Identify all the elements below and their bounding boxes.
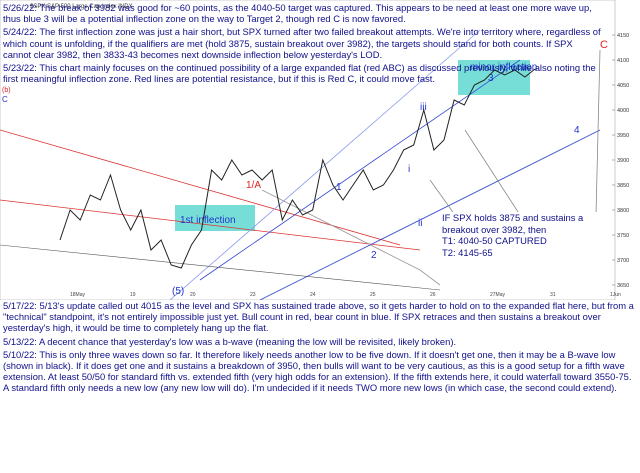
box-line: T2: 4145-65	[442, 246, 493, 258]
resistance-line	[0, 199, 421, 251]
x-tick-label: 1Jun	[610, 292, 621, 298]
x-tick-label: 23	[250, 292, 256, 298]
wave-label: iii	[420, 102, 427, 113]
y-tick-label: 3800	[617, 208, 629, 214]
chart-header: $SPX S&P 500 Large Cap Index INDX	[30, 4, 133, 10]
wave-label: (5)	[172, 286, 184, 297]
projection	[261, 189, 441, 286]
y-tick-label: 3950	[617, 133, 629, 139]
wave-label: C	[600, 39, 608, 51]
targets-box: IF SPX holds 3875 and sustains a breakou…	[442, 212, 612, 258]
chart: $SPX S&P 500 Large Cap Index INDX minor …	[0, 0, 629, 300]
zone-label: 3	[488, 73, 494, 84]
note: 5/24/22: The first inflection zone was j…	[3, 26, 601, 60]
x-tick-label: 19	[130, 292, 136, 298]
zone-label: minor inflection	[470, 62, 537, 73]
x-tick-label: 27May	[490, 292, 506, 298]
pointer	[429, 179, 456, 216]
first-inflection-zone	[175, 205, 255, 231]
note: 5/10/22: This is only three waves down s…	[3, 348, 632, 394]
box-line: IF SPX holds 3875 and sustains a breakou…	[442, 212, 584, 235]
note: 5/23/22: This chart mainly focuses on th…	[3, 62, 596, 85]
box-line: T1: 4040-50 CAPTURED	[442, 235, 547, 246]
wave-label: 1	[336, 182, 342, 193]
wave-label: i	[408, 164, 410, 175]
x-tick-label: 25	[370, 292, 376, 298]
wave-label: 2	[371, 250, 377, 261]
x-tick-label: 24	[310, 292, 316, 298]
wave-label: 1/A	[246, 180, 261, 191]
wave-label: 4	[574, 125, 580, 136]
y-tick-label: 4050	[617, 83, 629, 89]
wave-label: C	[2, 95, 8, 104]
note: 5/26/22: The break of 3982 was good for …	[3, 2, 592, 25]
channel-line	[259, 129, 601, 300]
y-tick-label: 3850	[617, 183, 629, 189]
price-line	[59, 68, 536, 269]
y-tick-label: 4000	[617, 108, 629, 114]
zone-label: 1st inflection	[180, 215, 236, 226]
notes-top: 5/26/22: The break of 3982 was good for …	[3, 2, 603, 86]
y-tick-label: 3700	[617, 258, 629, 264]
y-tick-label: 3650	[617, 283, 629, 289]
x-tick-label: 20	[190, 292, 196, 298]
wave-label: ii	[418, 218, 422, 229]
y-tick-label: 3750	[617, 233, 629, 239]
pointer	[464, 129, 521, 216]
x-tick-label: 26	[430, 292, 436, 298]
notes-bottom: 5/17/22: 5/13's update called out 4015 a…	[3, 300, 637, 396]
channel-line	[199, 59, 521, 281]
y-tick-label: 4100	[617, 58, 629, 64]
x-tick-label: 31	[550, 292, 556, 298]
note: 5/13/22: A decent chance that yesterday'…	[3, 335, 457, 347]
y-tick-label: 3900	[617, 158, 629, 164]
wave-label: (b)	[2, 87, 11, 94]
support-line	[0, 244, 441, 291]
note: 5/17/22: 5/13's update called out 4015 a…	[3, 300, 634, 334]
x-tick-label: 18May	[70, 292, 86, 298]
y-tick-label: 4150	[617, 33, 629, 39]
